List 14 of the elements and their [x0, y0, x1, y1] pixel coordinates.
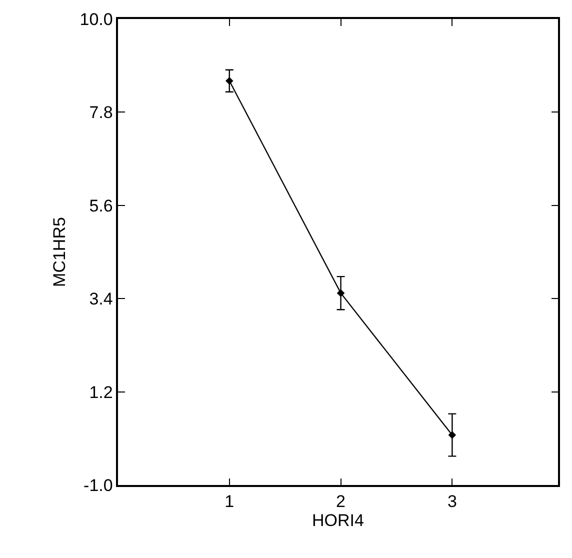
y-axis-title: MC1HR5	[50, 217, 69, 287]
x-tick-label: 3	[447, 492, 457, 512]
point	[448, 431, 456, 439]
point	[225, 76, 234, 85]
y-tick-label: 1.2	[89, 382, 113, 402]
y-tick-label: 3.4	[89, 290, 113, 309]
x-axis-title: HORI4	[312, 511, 364, 530]
y-tick-label: -1.0	[84, 476, 113, 495]
x-tick-label: 1	[224, 492, 234, 512]
point	[336, 289, 345, 297]
x-tick-label: 2	[336, 492, 346, 512]
y-tick-label: 5.6	[89, 196, 113, 216]
y-tick-label: 7.8	[89, 103, 113, 122]
y-tick-label: 10.0	[80, 10, 113, 29]
